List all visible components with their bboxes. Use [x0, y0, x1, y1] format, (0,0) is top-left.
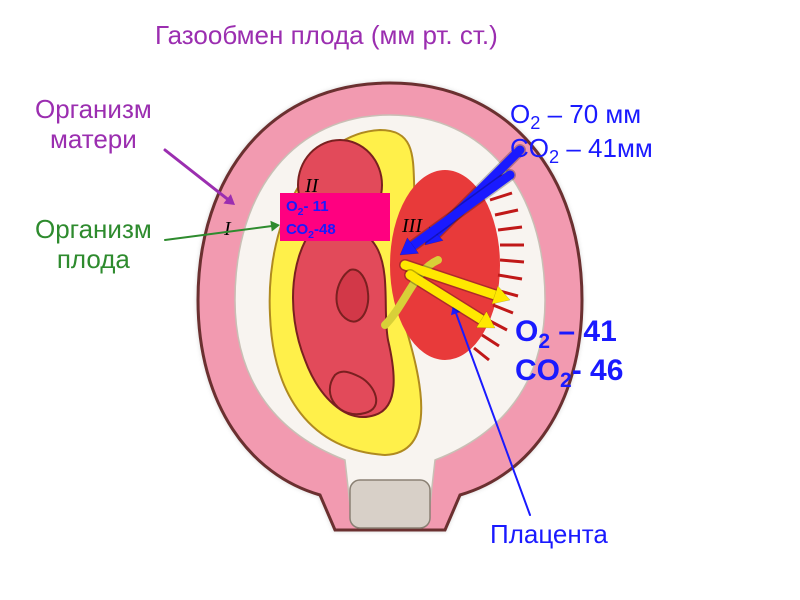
- fetus-o2: О2- 11: [286, 197, 384, 220]
- label-mother: Организмматери: [35, 95, 152, 155]
- label-incoming: O2 – 70 мм CO2 – 41мм: [510, 100, 653, 168]
- roman-III: III: [402, 215, 422, 238]
- fetus-gas-box: О2- 11 СО2-48: [280, 193, 390, 241]
- fetus-co2: СО2-48: [286, 220, 384, 243]
- label-placenta: Плацента: [490, 520, 608, 550]
- label-fetus: Организмплода: [35, 215, 152, 275]
- cervix: [350, 480, 430, 528]
- diagram-stage: { "title": { "text": "Газообмен плода (м…: [0, 0, 800, 600]
- label-outgoing: O2 – 41 CO2- 46: [515, 315, 623, 393]
- roman-I: I: [224, 218, 231, 241]
- diagram-title: Газообмен плода (мм рт. ст.): [155, 20, 498, 51]
